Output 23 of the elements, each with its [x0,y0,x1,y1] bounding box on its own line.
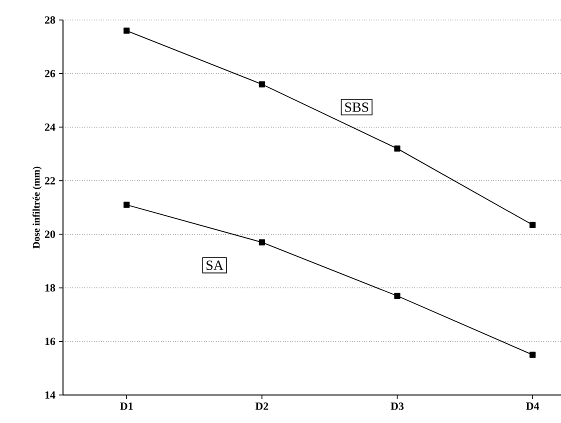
y-tick-label: 24 [44,124,56,131]
point [258,81,265,88]
point [394,146,400,152]
x-tick-label: D2 [255,402,268,410]
y-tick-label: 28 [44,16,56,24]
y-axis-title: Dose infiltrée (mm) [32,166,42,249]
x-tick-label: D1 [120,402,133,410]
point [124,28,130,34]
y-tick-label: 20 [44,230,56,238]
y-tick-label: 14 [45,391,56,399]
x-tick-label: D4 [526,402,540,410]
y-tick-label: 16 [45,338,56,346]
point [530,222,536,228]
series-label: SBS [345,102,368,112]
point [258,239,265,246]
y-tick-label: 22 [44,177,55,184]
point [124,202,130,208]
y-tick-label: 18 [45,284,56,292]
series-label: SA [206,260,224,270]
point [530,352,536,358]
point [394,292,400,299]
y-tick-label: 26 [44,70,56,78]
x-tick-label: D3 [390,402,404,410]
